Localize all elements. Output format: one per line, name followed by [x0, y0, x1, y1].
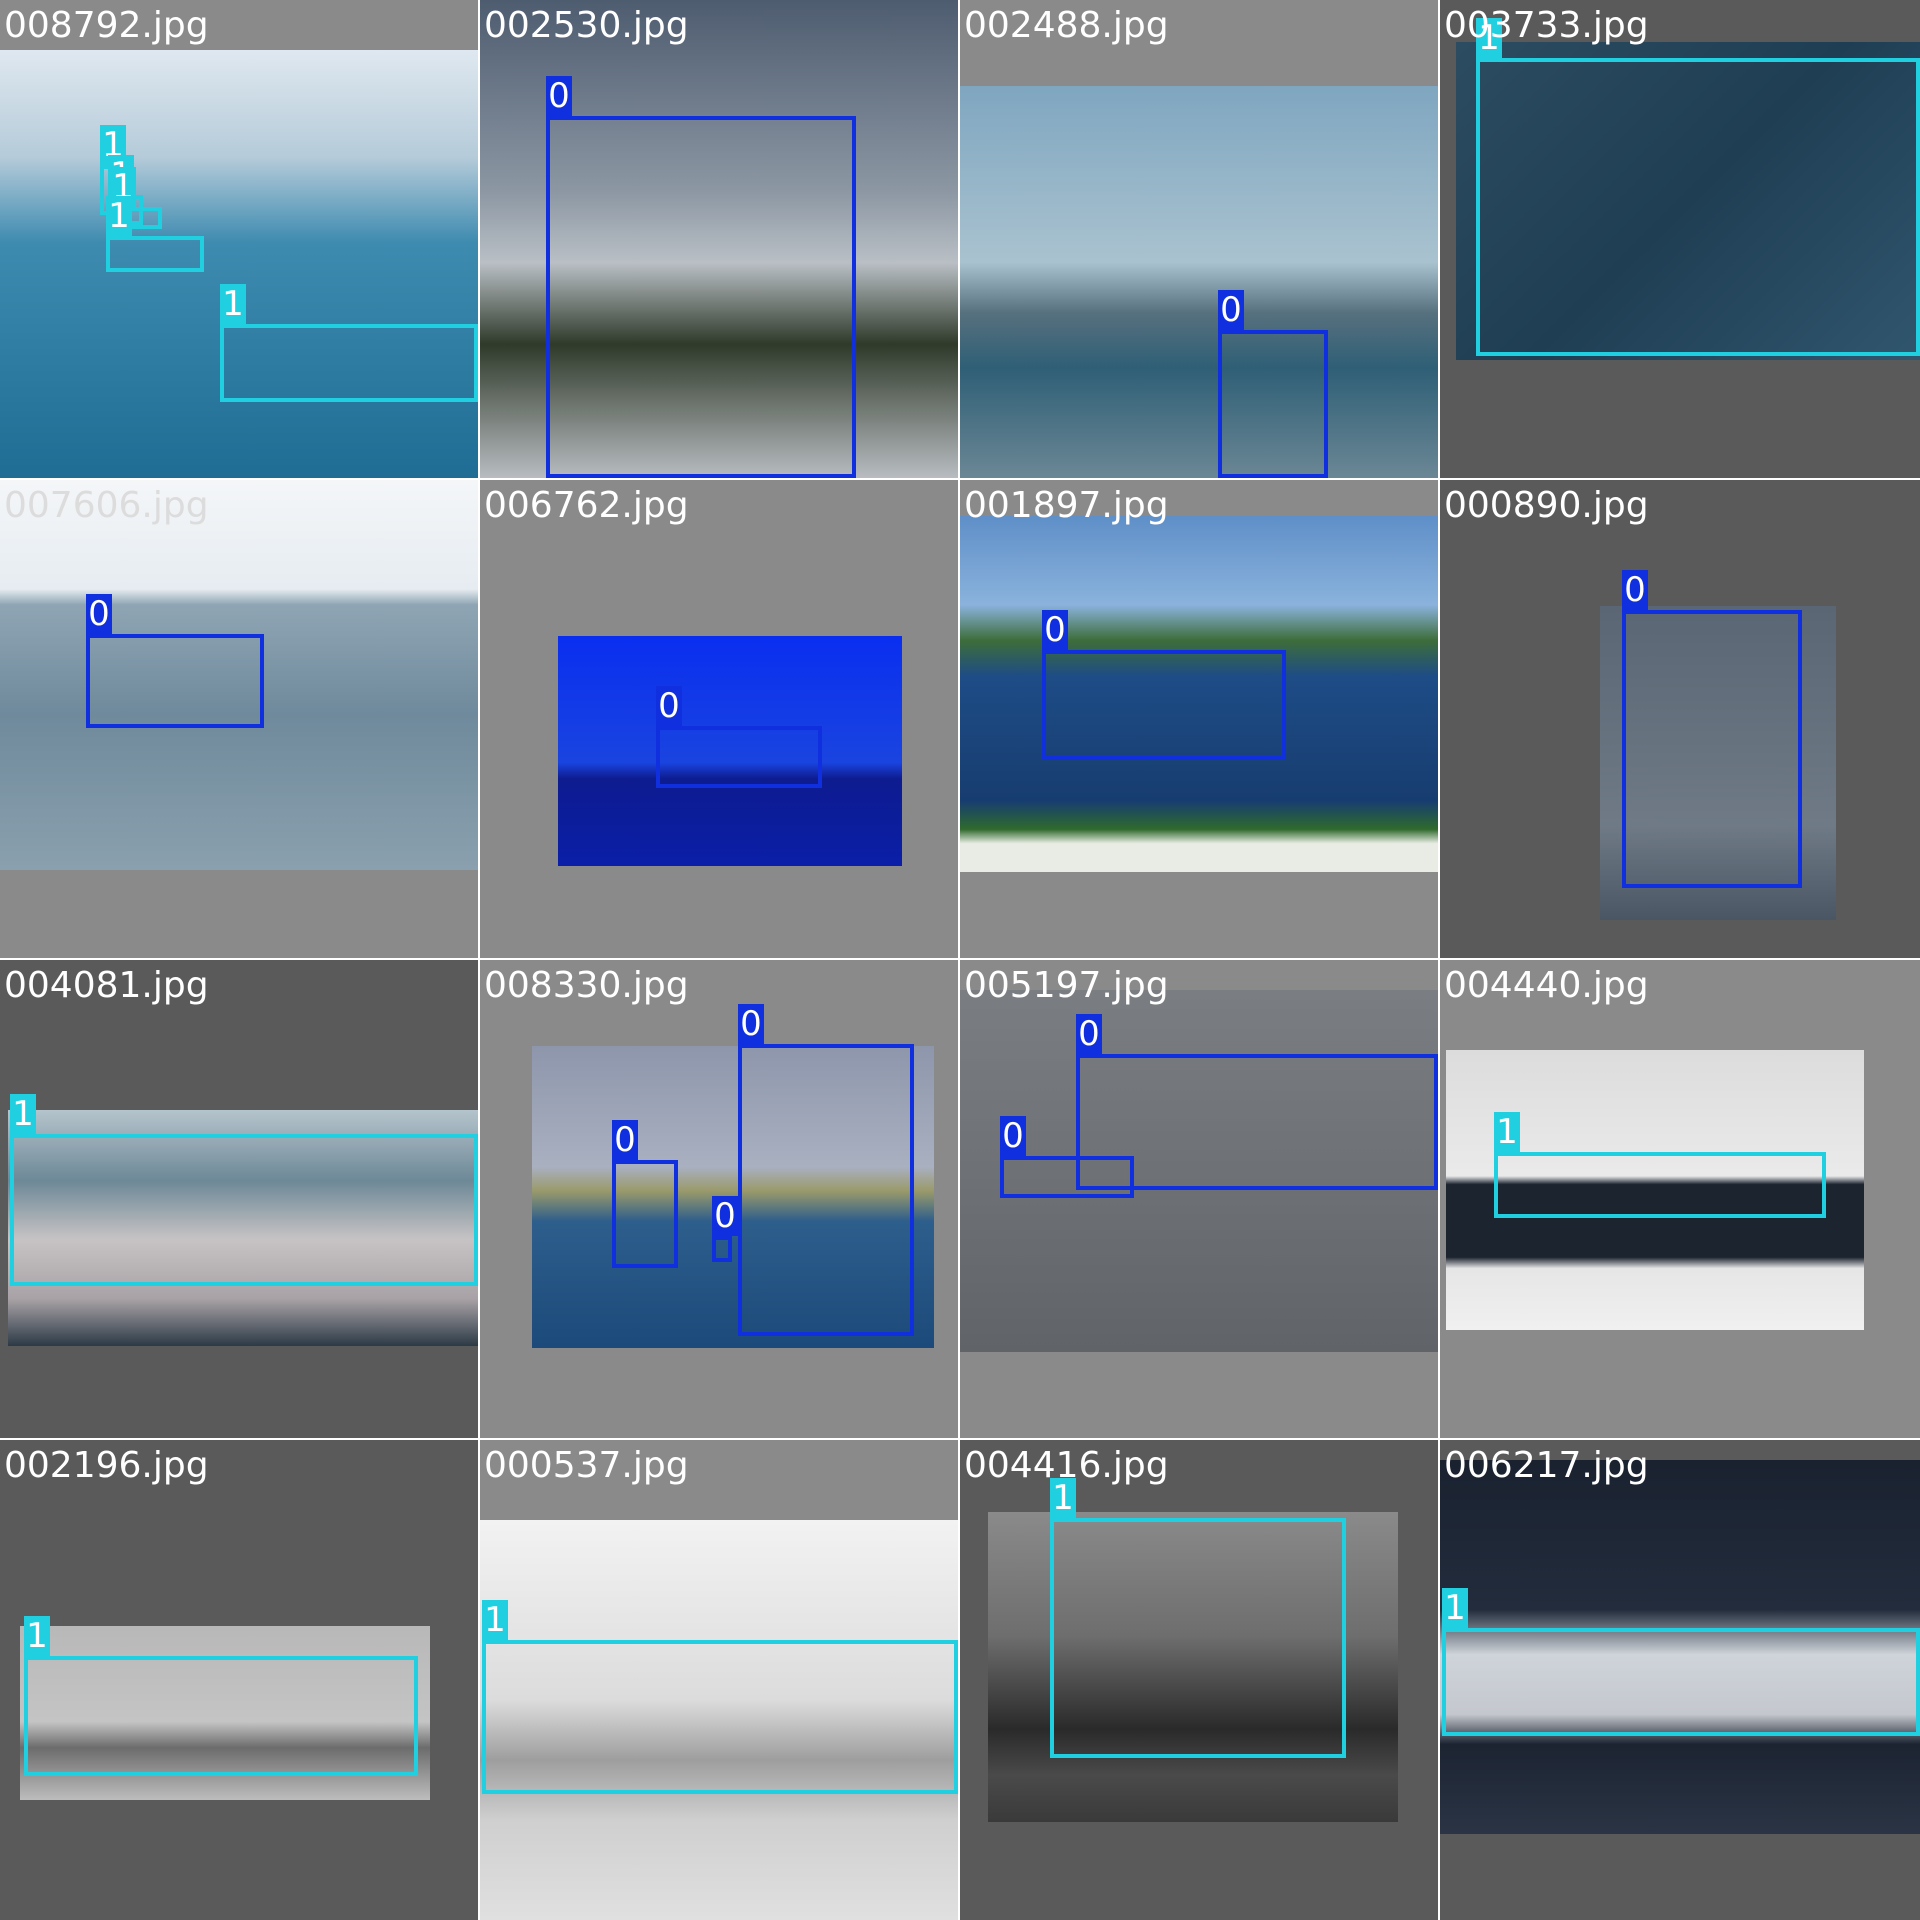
- tile-filename: 000537.jpg: [484, 1445, 689, 1486]
- tile-filename: 002196.jpg: [4, 1445, 209, 1486]
- photo-submarine: [988, 1512, 1398, 1822]
- tile-004440: 004440.jpg 1: [1440, 960, 1920, 1438]
- detection-box: 1: [1494, 1112, 1826, 1218]
- detection-box: 0: [1622, 570, 1802, 888]
- photo-schooner: [1600, 606, 1836, 920]
- tile-filename: 004440.jpg: [1444, 965, 1649, 1006]
- photo-rib-boat: [0, 480, 478, 870]
- tile-filename: 002530.jpg: [484, 5, 689, 46]
- tile-filename: 003733.jpg: [1444, 5, 1649, 46]
- tile-filename: 004416.jpg: [964, 1445, 1169, 1486]
- class-label: 1: [1476, 18, 1502, 58]
- class-label: 0: [1622, 570, 1648, 610]
- class-label: 0: [546, 76, 572, 116]
- detection-box: 1: [1442, 1588, 1920, 1736]
- detection-box: 1: [1476, 18, 1920, 356]
- photo-cruise-ship: [960, 516, 1438, 872]
- tile-008792: 008792.jpg 1 1 1 1 1: [0, 0, 478, 478]
- tile-001897: 001897.jpg 0: [960, 480, 1438, 958]
- tile-filename: 002488.jpg: [964, 5, 1169, 46]
- tile-000537: 000537.jpg 1: [480, 1440, 958, 1920]
- class-label: 0: [656, 686, 682, 726]
- photo-fireboat-night: [558, 636, 902, 866]
- tile-filename: 006762.jpg: [484, 485, 689, 526]
- tile-003733: 003733.jpg 1: [1440, 0, 1920, 478]
- class-label: 1: [1050, 1478, 1076, 1518]
- class-label: 1: [1442, 1588, 1468, 1628]
- tile-filename: 000890.jpg: [1444, 485, 1649, 526]
- class-label: 0: [738, 1004, 764, 1044]
- photo-warship-deck: [1440, 1460, 1920, 1834]
- detection-box: 0: [1000, 1116, 1134, 1198]
- detection-box: 0: [1076, 1014, 1438, 1190]
- tile-008330: 008330.jpg 0 0 0: [480, 960, 958, 1438]
- class-label: 1: [10, 1094, 36, 1134]
- tile-004081: 004081.jpg 1: [0, 960, 478, 1438]
- photo-sea-warships: [0, 50, 478, 478]
- photo-old-cruiser: [20, 1626, 430, 1800]
- detection-box: 1: [10, 1094, 478, 1286]
- photo-historic-warship: [480, 1520, 958, 1920]
- class-label: 0: [86, 594, 112, 634]
- detection-box: 0: [546, 76, 856, 478]
- tile-004416: 004416.jpg 1: [960, 1440, 1438, 1920]
- photo-lifeboat: [960, 990, 1438, 1352]
- tile-filename: 004081.jpg: [4, 965, 209, 1006]
- detection-box: 1: [106, 196, 204, 272]
- tile-000890: 000890.jpg 0: [1440, 480, 1920, 958]
- tile-filename: 007606.jpg: [4, 485, 209, 526]
- detection-box: 0: [656, 686, 822, 788]
- class-label: 0: [612, 1120, 638, 1160]
- tile-006762: 006762.jpg 0: [480, 480, 958, 958]
- photo-frigate: [8, 1110, 478, 1346]
- detection-box: 0: [712, 1196, 738, 1262]
- tile-002488: 002488.jpg 0: [960, 0, 1438, 478]
- tile-002530: 002530.jpg 0: [480, 0, 958, 478]
- class-label: 0: [1000, 1116, 1026, 1156]
- tile-007606: 007606.jpg 0: [0, 480, 478, 958]
- tile-filename: 006217.jpg: [1444, 1445, 1649, 1486]
- photo-destroyer-aerial: [1456, 42, 1920, 360]
- tile-002196: 002196.jpg 1: [0, 1440, 478, 1920]
- class-label: 0: [1042, 610, 1068, 650]
- class-label: 1: [220, 284, 246, 324]
- tile-005197: 005197.jpg 0 0: [960, 960, 1438, 1438]
- photo-model-ship: [1446, 1050, 1864, 1330]
- detection-box: 0: [612, 1120, 678, 1268]
- detection-box: 1: [220, 284, 478, 402]
- detection-box: 1: [1050, 1478, 1346, 1758]
- tile-filename: 008792.jpg: [4, 5, 209, 46]
- tile-filename: 005197.jpg: [964, 965, 1169, 1006]
- detection-box: 0: [86, 594, 264, 728]
- detection-box: 1: [482, 1600, 958, 1794]
- class-label: 1: [482, 1600, 508, 1640]
- class-label: 1: [106, 196, 132, 236]
- tile-006217: 006217.jpg 1: [1440, 1440, 1920, 1920]
- photo-sailing-dinghy: [960, 86, 1438, 478]
- class-label: 1: [1494, 1112, 1520, 1152]
- class-label: 0: [1218, 290, 1244, 330]
- class-label: 0: [1076, 1014, 1102, 1054]
- detection-box: 1: [24, 1616, 418, 1776]
- detection-box: 0: [738, 1004, 914, 1336]
- tile-filename: 008330.jpg: [484, 965, 689, 1006]
- class-label: 0: [712, 1196, 738, 1236]
- class-label: 1: [24, 1616, 50, 1656]
- detection-box: 0: [1218, 290, 1328, 478]
- tile-filename: 001897.jpg: [964, 485, 1169, 526]
- detection-box: 0: [1042, 610, 1286, 760]
